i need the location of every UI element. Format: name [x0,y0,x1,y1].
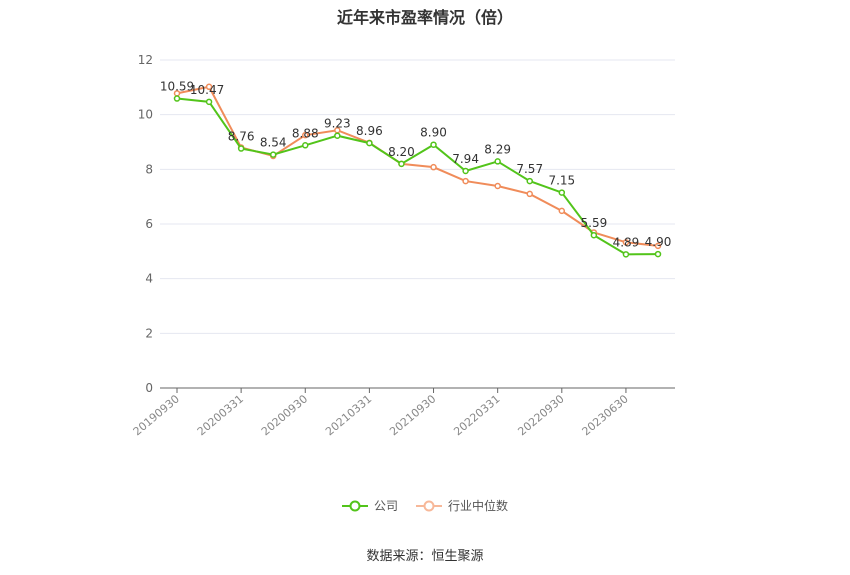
data-point [494,182,501,190]
data-label: 4.90 [645,235,672,249]
data-point [430,163,437,171]
y-tick-label: 6 [145,217,153,231]
legend-swatch-industry-icon [416,500,442,511]
data-label: 8.54 [260,136,287,150]
data-point [622,251,630,258]
data-point [462,177,469,185]
data-label: 7.94 [452,152,479,166]
data-point [654,250,662,258]
y-tick-label: 12 [138,53,153,67]
legend-label-industry: 行业中位数 [448,499,509,513]
y-tick-label: 4 [145,272,153,286]
y-tick-label: 0 [145,381,153,395]
chart-legend: 公司 行业中位数 [0,497,850,514]
data-point [398,160,405,168]
data-point [494,158,501,165]
data-label: 7.15 [548,174,575,188]
data-label: 7.57 [516,162,543,176]
data-point [590,231,598,239]
data-point [173,95,181,102]
y-tick-label: 10 [138,108,153,122]
x-tick-label: 20210331 [323,392,374,438]
data-point [205,98,213,106]
data-label: 8.90 [420,126,447,140]
x-tick-label: 20210930 [387,392,438,438]
source-note: 数据来源：恒生聚源 [366,549,484,564]
data-point [654,242,662,250]
data-point [558,207,566,215]
data-point [334,132,341,139]
x-tick-label: 20220930 [515,392,566,438]
data-point [430,141,437,148]
data-point [622,239,630,246]
data-point [302,142,309,149]
data-point [526,190,533,198]
chart-title: 近年来市盈率情况（倍） [336,8,513,27]
data-point [558,189,566,196]
data-label: 4.89 [613,235,640,249]
data-point [526,177,533,185]
data-point [269,151,277,158]
data-label: 8.76 [228,130,255,144]
legend-item-industry[interactable]: 行业中位数 [416,497,508,514]
x-tick-label: 20200930 [259,392,310,438]
data-point [302,131,309,139]
data-point [205,83,213,91]
data-label: 8.88 [292,126,319,140]
series-line [176,97,659,256]
data-label: 10.59 [160,80,194,94]
x-tick-label: 20200331 [195,392,246,438]
x-tick-label: 20230630 [580,392,631,438]
legend-item-company[interactable]: 公司 [341,497,398,514]
data-point [366,139,373,147]
x-tick-label: 20220331 [451,392,502,438]
data-label: 9.23 [324,117,351,131]
x-tick-label: 20190930 [131,392,182,438]
y-tick-label: 2 [145,326,153,340]
data-label: 8.29 [484,142,511,156]
legend-label-company: 公司 [373,499,398,513]
data-label: 8.20 [388,145,415,159]
data-label: 10.47 [190,83,224,97]
data-label: 8.96 [356,124,383,138]
data-point [237,145,245,152]
y-tick-label: 8 [145,162,153,176]
data-label: 5.59 [581,216,608,230]
legend-swatch-company-icon [341,500,368,511]
data-point [462,167,469,175]
